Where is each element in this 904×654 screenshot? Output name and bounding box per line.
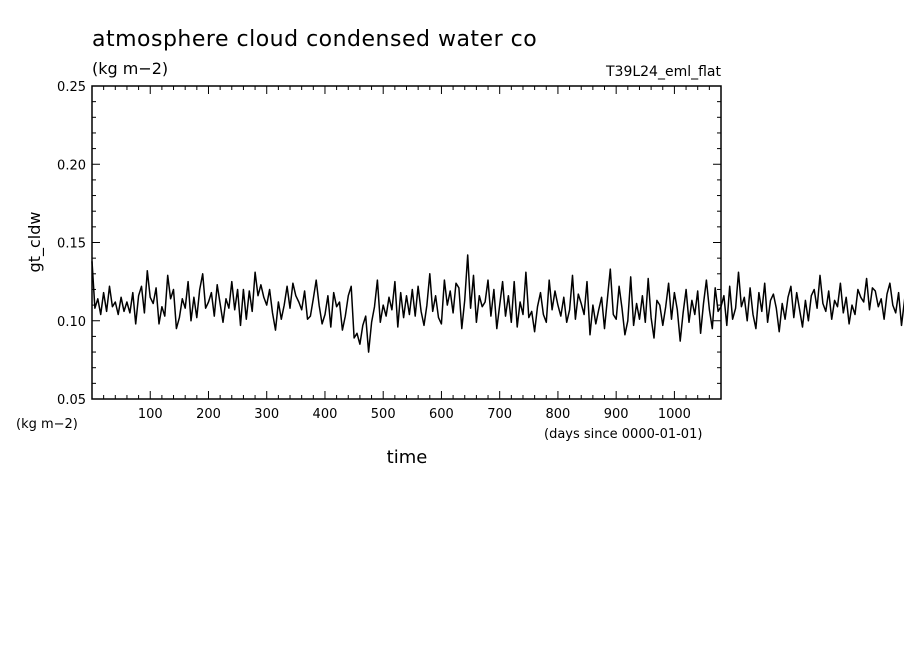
x-tick-label: 300: [254, 407, 279, 422]
x-tick-label: 900: [604, 407, 629, 422]
x-tick-label: 400: [313, 407, 338, 422]
x-tick-label: 200: [196, 407, 221, 422]
y-axis-label: gt_cldw: [25, 212, 45, 273]
x-tick-label: 100: [138, 407, 163, 422]
chart-title: atmosphere cloud condensed water co: [92, 27, 537, 52]
x-tick-labels: 100 200 300 400 500 600 700 800 900 1000: [138, 407, 691, 422]
y-tick-label: 0.20: [57, 158, 86, 173]
x-axis-ticks: [103, 86, 710, 399]
run-label: T39L24_eml_flat: [605, 64, 722, 80]
x-tick-label: 800: [546, 407, 571, 422]
y-tick-label: 0.15: [57, 237, 86, 252]
y-axis-units: (kg m−2): [16, 417, 78, 432]
x-axis-label: time: [387, 447, 428, 468]
chart-subtitle: (kg m−2): [92, 59, 168, 78]
y-tick-label: 0.10: [57, 315, 86, 330]
y-tick-labels: 0.05 0.10 0.15 0.20 0.25: [57, 80, 86, 408]
x-axis-units: (days since 0000-01-01): [544, 427, 702, 442]
x-tick-label: 500: [371, 407, 396, 422]
y-tick-label: 0.05: [57, 393, 86, 408]
x-tick-label: 700: [487, 407, 512, 422]
y-tick-label: 0.25: [57, 80, 86, 95]
x-tick-label: 1000: [658, 407, 691, 422]
series-line: [91, 254, 904, 353]
x-tick-label: 600: [429, 407, 454, 422]
